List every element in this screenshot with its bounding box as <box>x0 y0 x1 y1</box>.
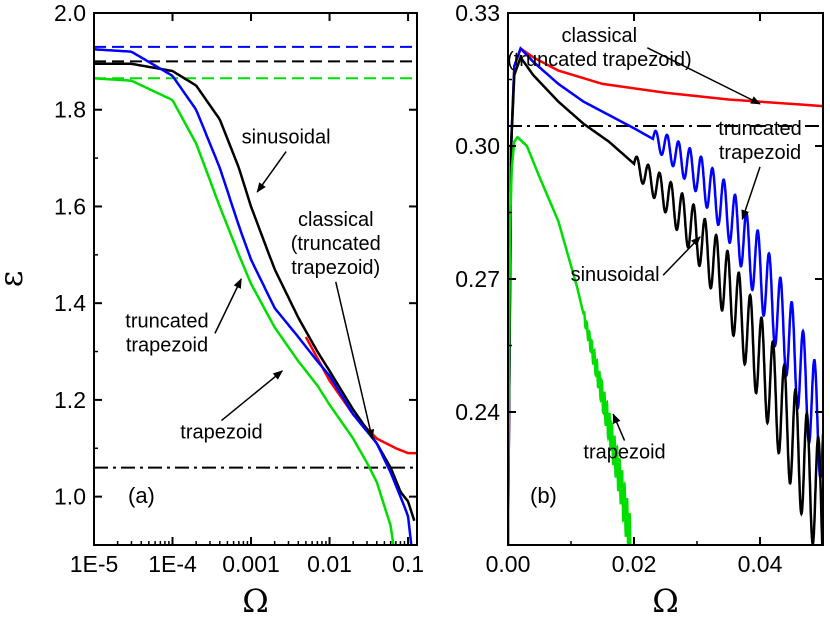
x-tick-label: 0.01 <box>307 551 352 577</box>
series-sinusoidal <box>94 62 416 522</box>
annotation-arrow <box>256 151 287 193</box>
series-sinusoidal <box>508 54 823 545</box>
x-tick-label: 0.02 <box>612 551 657 577</box>
panel-label: (b) <box>530 483 557 508</box>
annotation-sinusoidal: sinusoidal <box>571 264 660 286</box>
annotation-truncated: truncated trapezoid <box>125 310 208 356</box>
annotation-truncated: truncated trapezoid <box>718 118 801 164</box>
x-tick-label: 0.001 <box>222 551 280 577</box>
y-tick-label: 0.24 <box>455 399 500 425</box>
series-trapezoid <box>94 77 395 545</box>
panel-label: (a) <box>128 483 155 508</box>
y-tick-label: 0.30 <box>455 133 500 159</box>
annotation-sinusoidal: sinusoidal <box>242 127 331 149</box>
y-tick-label: 0.33 <box>455 0 500 26</box>
plot-frame <box>93 12 418 546</box>
annotation-arrow <box>662 236 701 276</box>
y-tick-label: 0.27 <box>455 266 500 292</box>
y-tick-label: 1.4 <box>54 290 86 316</box>
x-tick-label: 1E-5 <box>70 551 119 577</box>
x-axis-title: Ω <box>652 582 679 620</box>
series-truncated-trapezoid <box>94 48 413 545</box>
x-tick-label: 0.1 <box>392 551 424 577</box>
y-tick-label: 2.0 <box>54 0 86 26</box>
x-tick-label: 0.04 <box>738 551 783 577</box>
series-truncated-trapezoid <box>508 46 823 545</box>
annotation-trapezoid: trapezoid <box>583 442 665 464</box>
x-tick-label: 0.00 <box>486 551 531 577</box>
annotation-trapezoid: trapezoid <box>180 422 262 444</box>
annotation-arrow <box>220 370 284 422</box>
panel-b: 0.24 0.27 0.30 0.33 0.00 0.02 0.04 Ω (b) classica… <box>455 0 824 620</box>
panel-a: 1.0 1.2 1.4 1.6 1.8 2.0 1E-5 1E-4 0.001 0.01 0.1 Ωε… <box>0 0 424 620</box>
y-tick-label: 1.8 <box>54 97 86 123</box>
y-axis-title: ε <box>0 271 30 288</box>
annotation-arrow <box>335 281 375 440</box>
y-tick-label: 1.6 <box>54 193 86 219</box>
series-trapezoid <box>508 135 632 545</box>
annotation-arrow <box>214 278 242 334</box>
annotation-classical: classical (truncated trapezoid) <box>291 209 381 279</box>
x-axis-title: Ω <box>242 582 269 620</box>
annotation-arrow <box>647 47 761 105</box>
annotation-classical: classical (truncated trapezoid) <box>507 25 692 71</box>
y-tick-label: 1.2 <box>54 387 86 413</box>
y-tick-label: 1.0 <box>54 484 86 510</box>
annotation-arrow <box>741 166 761 221</box>
x-tick-label: 1E-4 <box>148 551 197 577</box>
annotation-arrow <box>612 413 626 441</box>
